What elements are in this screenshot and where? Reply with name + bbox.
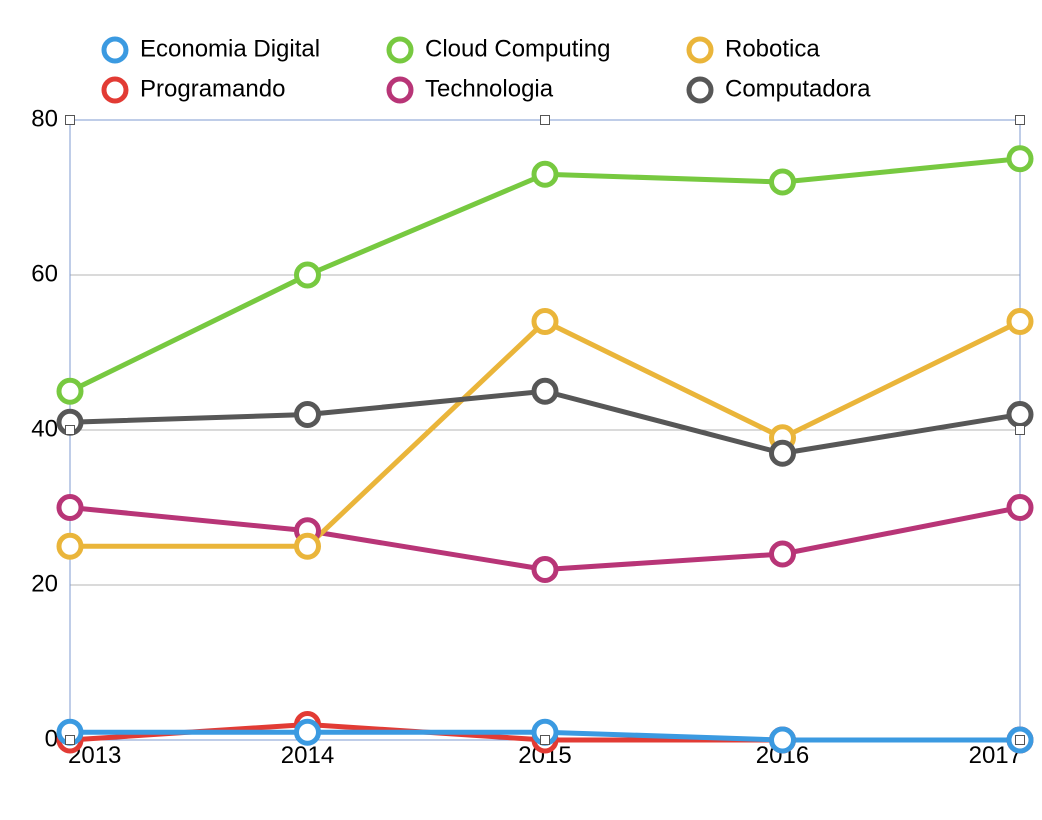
selection-handle[interactable] xyxy=(66,426,75,435)
series-marker xyxy=(772,442,794,464)
series-marker xyxy=(59,535,81,557)
legend-marker xyxy=(389,39,411,61)
y-axis-label: 40 xyxy=(31,415,58,442)
selection-handle[interactable] xyxy=(541,116,550,125)
series-marker xyxy=(534,311,556,333)
series-marker xyxy=(772,171,794,193)
series-marker xyxy=(1009,148,1031,170)
legend-label: Computadora xyxy=(725,75,871,102)
series-marker xyxy=(772,543,794,565)
y-axis-label: 20 xyxy=(31,570,58,597)
line-chart: 02040608020132014201520162017Programando… xyxy=(0,0,1042,820)
legend-label: Economia Digital xyxy=(140,35,320,62)
selection-handle[interactable] xyxy=(541,736,550,745)
legend-label: Technologia xyxy=(425,75,554,102)
legend-marker xyxy=(689,79,711,101)
selection-handle[interactable] xyxy=(1016,116,1025,125)
series-marker xyxy=(1009,311,1031,333)
legend-label: Robotica xyxy=(725,35,820,62)
y-axis-label: 60 xyxy=(31,260,58,287)
series-marker xyxy=(534,559,556,581)
legend-marker xyxy=(389,79,411,101)
y-axis-label: 80 xyxy=(31,105,58,132)
selection-handle[interactable] xyxy=(66,116,75,125)
legend-marker xyxy=(104,39,126,61)
legend-marker xyxy=(689,39,711,61)
legend-label: Cloud Computing xyxy=(425,35,610,62)
selection-handle[interactable] xyxy=(1016,426,1025,435)
series-marker xyxy=(772,729,794,751)
series-marker xyxy=(297,535,319,557)
x-axis-label: 2014 xyxy=(281,742,334,769)
legend-marker xyxy=(104,79,126,101)
selection-handle[interactable] xyxy=(66,736,75,745)
series-marker xyxy=(1009,497,1031,519)
series-marker xyxy=(297,264,319,286)
series-marker xyxy=(59,380,81,402)
series-marker xyxy=(59,497,81,519)
chart-canvas: 02040608020132014201520162017Programando… xyxy=(0,0,1042,820)
series-marker xyxy=(297,721,319,743)
selection-handle[interactable] xyxy=(1016,736,1025,745)
series-marker xyxy=(1009,404,1031,426)
series-marker xyxy=(534,380,556,402)
legend-label: Programando xyxy=(140,75,285,102)
series-marker xyxy=(534,163,556,185)
y-axis-label: 0 xyxy=(45,725,58,752)
series-marker xyxy=(297,404,319,426)
